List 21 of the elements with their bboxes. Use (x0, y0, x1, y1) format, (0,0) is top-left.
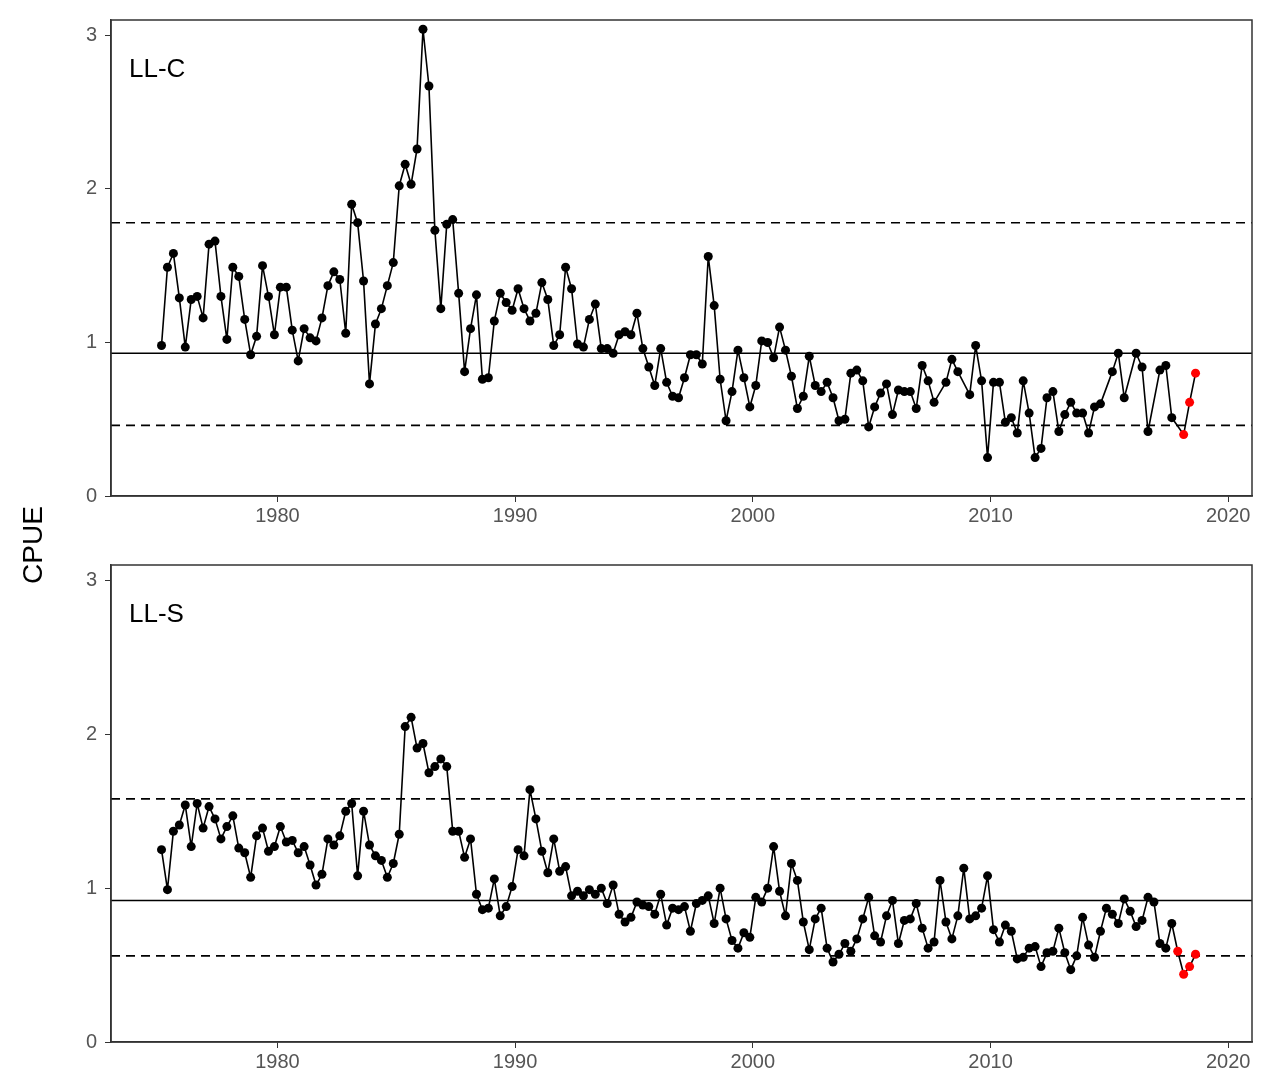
y-tick-label: 2 (85, 721, 97, 744)
x-tick-label: 2000 (730, 503, 776, 526)
y-axis-title: CPUE (16, 505, 49, 586)
y-tick-label: 1 (85, 875, 97, 898)
x-tick-label: 1990 (492, 1049, 538, 1072)
x-tick-label: 2020 (1205, 1049, 1251, 1072)
text: LL-S (129, 598, 184, 628)
y-tick-label: 3 (85, 22, 97, 45)
text: LL-C (129, 53, 186, 83)
x-tick-label: 2010 (968, 1049, 1013, 1072)
x-tick-label: 1980 (255, 1049, 300, 1072)
x-tick-label: 2010 (968, 503, 1013, 526)
x-tick-label: 1990 (492, 503, 538, 526)
y-tick-label: 3 (85, 567, 97, 590)
y-tick-label: 2 (85, 176, 97, 199)
y-tick-label: 0 (85, 1029, 97, 1052)
x-tick-label: 1980 (255, 503, 300, 526)
x-tick-label: 2020 (1205, 503, 1251, 526)
y-tick-label: 0 (85, 483, 97, 506)
x-tick-label: 2000 (730, 1049, 776, 1072)
y-tick-label: 1 (85, 329, 97, 352)
